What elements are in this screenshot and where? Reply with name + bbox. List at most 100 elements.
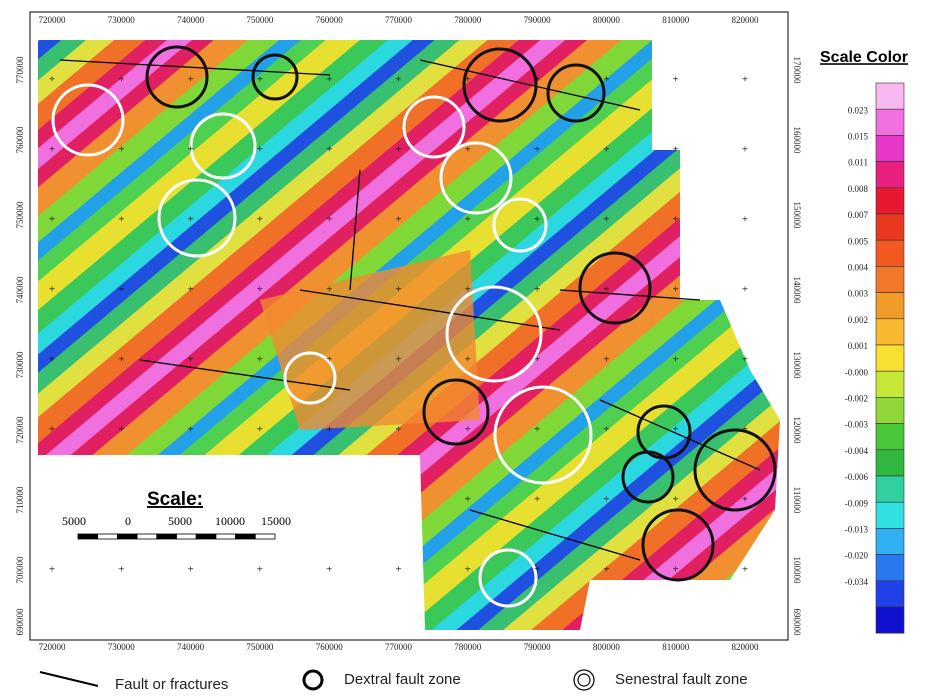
color-swatch (875, 344, 905, 372)
color-label: 0.008 (848, 184, 869, 194)
cross: + (673, 74, 679, 86)
scale-segment (215, 533, 236, 540)
y-coord-label: 150000 (792, 202, 802, 230)
scale-segment (254, 533, 276, 540)
cross: + (673, 144, 679, 156)
color-label: 0.015 (848, 131, 869, 141)
color-label: -0.009 (845, 498, 869, 508)
color-label: -0.020 (845, 551, 869, 561)
color-label: -0.034 (845, 577, 869, 587)
color-swatch (875, 187, 905, 215)
cross: + (187, 424, 193, 436)
x-coord-label: 790000 (524, 642, 552, 652)
x-coord-label: 750000 (246, 642, 274, 652)
dextral-zones (145, 45, 777, 582)
cross: + (49, 424, 55, 436)
color-swatch (875, 82, 905, 110)
cross: + (603, 424, 609, 436)
x-coord-label: 820000 (732, 15, 760, 25)
x-coord-label: 740000 (177, 642, 205, 652)
scale-segment (77, 533, 99, 540)
senestral-legend-icon (573, 669, 595, 691)
scale-label: 15000 (261, 514, 291, 528)
y-coord-label: 730000 (15, 351, 25, 379)
cross: + (603, 144, 609, 156)
color-label: -0.006 (845, 472, 869, 482)
y-coord-label: 100000 (792, 557, 802, 585)
cross: + (465, 74, 471, 86)
y-coord-label: 130000 (792, 352, 802, 380)
dextral-legend-icon (302, 669, 324, 691)
cross: + (742, 494, 748, 506)
cross: + (118, 214, 124, 226)
scale-segment (156, 533, 177, 540)
cross: + (742, 424, 748, 436)
y-coord-label: 720000 (15, 416, 25, 444)
cross: + (742, 354, 748, 366)
cross: + (673, 564, 679, 576)
cross: + (465, 564, 471, 576)
y-coord-label: 170000 (792, 57, 802, 85)
color-swatch (875, 554, 905, 582)
cross: + (603, 74, 609, 86)
y-coord-label: 700000 (15, 556, 25, 584)
x-coord-label: 730000 (108, 15, 136, 25)
color-swatch (875, 423, 905, 451)
x-coord-label: 790000 (524, 15, 552, 25)
cross: + (49, 144, 55, 156)
y-coord-label: 110000 (792, 487, 802, 514)
cross: + (465, 494, 471, 506)
cross: + (118, 144, 124, 156)
cross: + (465, 144, 471, 156)
cross: + (534, 144, 540, 156)
cross: + (534, 564, 540, 576)
x-coord-label: 720000 (39, 15, 67, 25)
cross: + (395, 214, 401, 226)
color-label: 0.001 (848, 341, 868, 351)
color-label: 0.005 (848, 236, 869, 246)
cross: + (326, 354, 332, 366)
cross: + (465, 424, 471, 436)
y-coord-label: 140000 (792, 277, 802, 305)
color-swatch (875, 580, 905, 608)
x-coord-label: 820000 (732, 642, 760, 652)
x-coord-label: 760000 (316, 15, 344, 25)
color-swatch (875, 292, 905, 320)
cross: + (187, 74, 193, 86)
color-label: 0.003 (848, 289, 869, 299)
y-coord-label: 770000 (15, 56, 25, 84)
scale-segment (195, 533, 217, 540)
x-coord-label: 740000 (177, 15, 205, 25)
color-label: -0.002 (845, 393, 868, 403)
y-coord-label: 760000 (15, 126, 25, 154)
cross: + (118, 74, 124, 86)
color-label: 0.011 (848, 158, 868, 168)
cross: + (534, 214, 540, 226)
color-label: -0.000 (845, 367, 869, 377)
color-swatch (875, 108, 905, 136)
color-swatch (875, 606, 905, 634)
cross: + (395, 354, 401, 366)
x-coord-label: 770000 (385, 642, 413, 652)
cross: + (742, 144, 748, 156)
cross: + (187, 214, 193, 226)
y-coord-label: 690000 (15, 608, 25, 636)
cross: + (673, 284, 679, 296)
color-scale-title: Scale Color (820, 49, 908, 66)
color-label: 0.023 (848, 105, 869, 115)
y-coord-label: 120000 (792, 417, 802, 445)
cross: + (118, 564, 124, 576)
x-coord-label: 720000 (39, 642, 67, 652)
cross: + (673, 494, 679, 506)
cross: + (49, 564, 55, 576)
cross: + (534, 424, 540, 436)
cross: + (49, 354, 55, 366)
x-coord-label: 750000 (246, 15, 274, 25)
cross: + (257, 144, 263, 156)
scale-bar: 5000 0 5000 10000 15000 (62, 514, 291, 540)
cross: + (395, 284, 401, 296)
scale-segment (97, 533, 118, 540)
y-coord-label: 710000 (15, 486, 25, 514)
color-swatch (875, 266, 905, 293)
